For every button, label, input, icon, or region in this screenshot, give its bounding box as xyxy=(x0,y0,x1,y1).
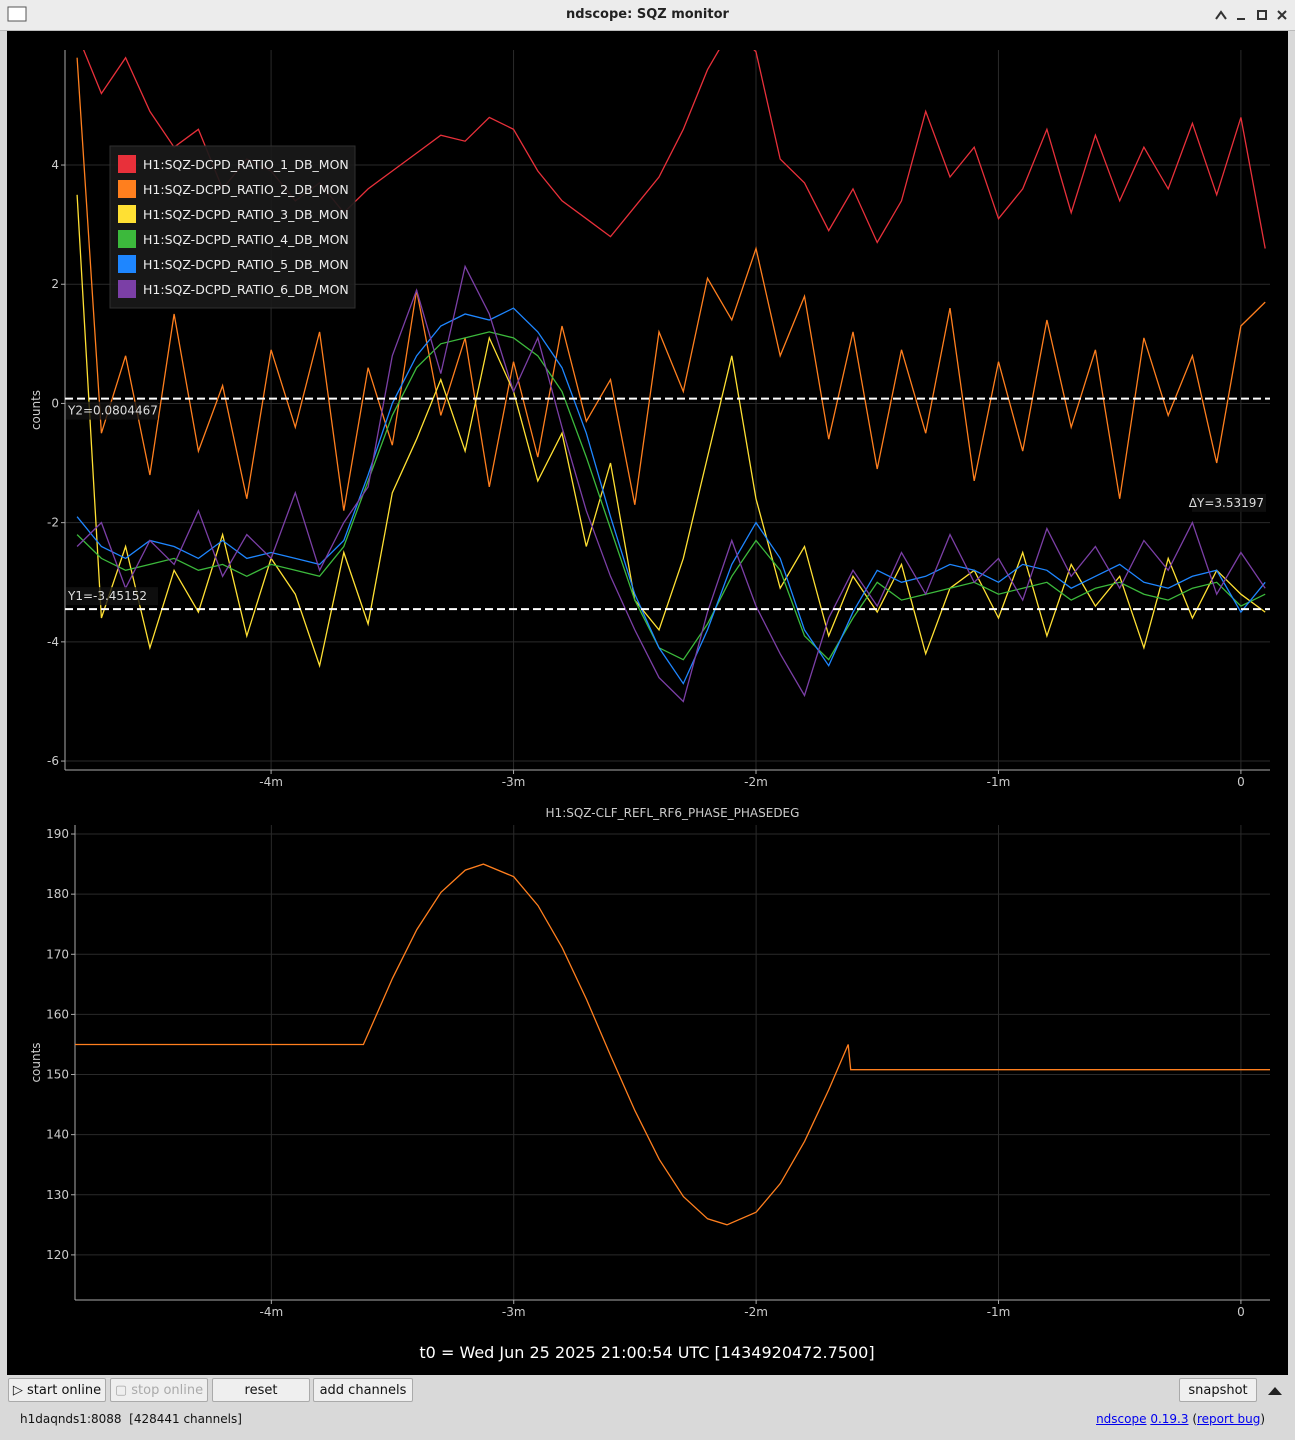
series-line xyxy=(76,331,1266,661)
series-group xyxy=(75,863,1270,1226)
legend-label: H1:SQZ-DCPD_RATIO_2_DB_MON xyxy=(143,182,349,197)
x-tick-label: -2m xyxy=(744,775,768,789)
legend-swatch xyxy=(118,205,136,223)
y-tick-label: 4 xyxy=(51,158,59,172)
window-icon xyxy=(7,6,27,22)
y-tick-label: -4 xyxy=(47,635,59,649)
plot-area: t0 = Wed Jun 25 2025 21:00:54 UTC [14349… xyxy=(7,31,1288,1375)
report-link[interactable]: report bug xyxy=(1197,1412,1261,1426)
x-tick-label: 0 xyxy=(1237,775,1245,789)
cursor-label-bg xyxy=(66,587,158,606)
y-tick-label: -2 xyxy=(47,516,59,530)
window-controls[interactable] xyxy=(1205,0,1295,30)
y-tick-label: 190 xyxy=(46,827,69,841)
window-title: ndscope: SQZ monitor xyxy=(566,7,729,22)
x-tick-label: -1m xyxy=(987,775,1011,789)
chart-title: H1:SQZ-CLF_REFL_RF6_PHASE_PHASEDEG xyxy=(546,806,800,820)
version-link[interactable]: 0.19.3 xyxy=(1150,1412,1189,1426)
series-line xyxy=(76,194,1266,669)
legend-label: H1:SQZ-DCPD_RATIO_5_DB_MON xyxy=(143,257,349,272)
legend-swatch xyxy=(118,280,136,298)
series-line xyxy=(76,307,1266,685)
x-tick-label: -4m xyxy=(259,775,283,789)
legend-label: H1:SQZ-DCPD_RATIO_1_DB_MON xyxy=(143,157,349,172)
stop-online-button[interactable]: ▢ stop online xyxy=(110,1378,208,1402)
add-channels-button[interactable]: add channels xyxy=(313,1378,413,1402)
annotation-bg xyxy=(1192,493,1266,512)
cursor-label: Y1=-3.45152 xyxy=(67,589,147,603)
legend-swatch xyxy=(118,230,136,248)
y-tick-label: 140 xyxy=(46,1128,69,1142)
legend-box xyxy=(109,145,356,309)
app-link[interactable]: ndscope xyxy=(1096,1412,1147,1426)
button-label: add channels xyxy=(319,1383,407,1398)
start-online-button[interactable]: ▷ start online xyxy=(8,1378,106,1402)
y-tick-label: 160 xyxy=(46,1007,69,1021)
series-group xyxy=(76,50,1266,703)
cursor-label-bg xyxy=(66,401,158,420)
x-tick-label: -4m xyxy=(260,1305,284,1319)
x-tick-label: -1m xyxy=(987,1305,1011,1319)
legend-swatch xyxy=(118,155,136,173)
reset-button[interactable]: reset xyxy=(212,1378,310,1402)
y-tick-label: 0 xyxy=(51,396,59,410)
x-tick-label: -3m xyxy=(502,1305,526,1319)
y-tick-label: 170 xyxy=(46,947,69,961)
series-line xyxy=(76,57,1266,511)
legend-label: H1:SQZ-DCPD_RATIO_3_DB_MON xyxy=(143,207,349,222)
x-tick-label: 0 xyxy=(1237,1305,1245,1319)
x-tick-label: -3m xyxy=(502,775,526,789)
legend-label: H1:SQZ-DCPD_RATIO_6_DB_MON xyxy=(143,282,349,297)
y-tick-label: 130 xyxy=(46,1188,69,1202)
series-line xyxy=(75,863,1270,1226)
series-line xyxy=(76,264,1266,703)
server-status: h1daqnds1:8088 [428441 channels] xyxy=(20,1412,242,1426)
y-tick-label: 180 xyxy=(46,887,69,901)
x-tick-label: -2m xyxy=(744,1305,768,1319)
y-tick-label: 2 xyxy=(51,277,59,291)
y-tick-label: -6 xyxy=(47,754,59,768)
title-bar: ndscope: SQZ monitor xyxy=(0,0,1295,31)
button-label: stop online xyxy=(131,1383,204,1398)
snapshot-button[interactable]: snapshot xyxy=(1179,1378,1257,1402)
legend-swatch xyxy=(118,255,136,273)
annotation: ΔY=3.53197 xyxy=(1189,496,1264,510)
legend-swatch xyxy=(118,180,136,198)
button-label: start online xyxy=(27,1383,102,1398)
button-label: reset xyxy=(244,1383,278,1398)
cursor-label: Y2=0.0804467 xyxy=(67,404,158,418)
button-label: snapshot xyxy=(1188,1383,1248,1398)
collapse-arrow[interactable] xyxy=(1265,1381,1285,1401)
y-axis-label: counts xyxy=(29,390,43,430)
about: ndscope 0.19.3 report bug xyxy=(1096,1412,1265,1426)
t0-label: t0 = Wed Jun 25 2025 21:00:54 UTC [14349… xyxy=(419,1343,874,1362)
y-tick-label: 150 xyxy=(46,1068,69,1082)
legend-label: H1:SQZ-DCPD_RATIO_4_DB_MON xyxy=(143,232,349,247)
y-axis-label: counts xyxy=(29,1042,43,1082)
y-tick-label: 120 xyxy=(46,1248,69,1262)
